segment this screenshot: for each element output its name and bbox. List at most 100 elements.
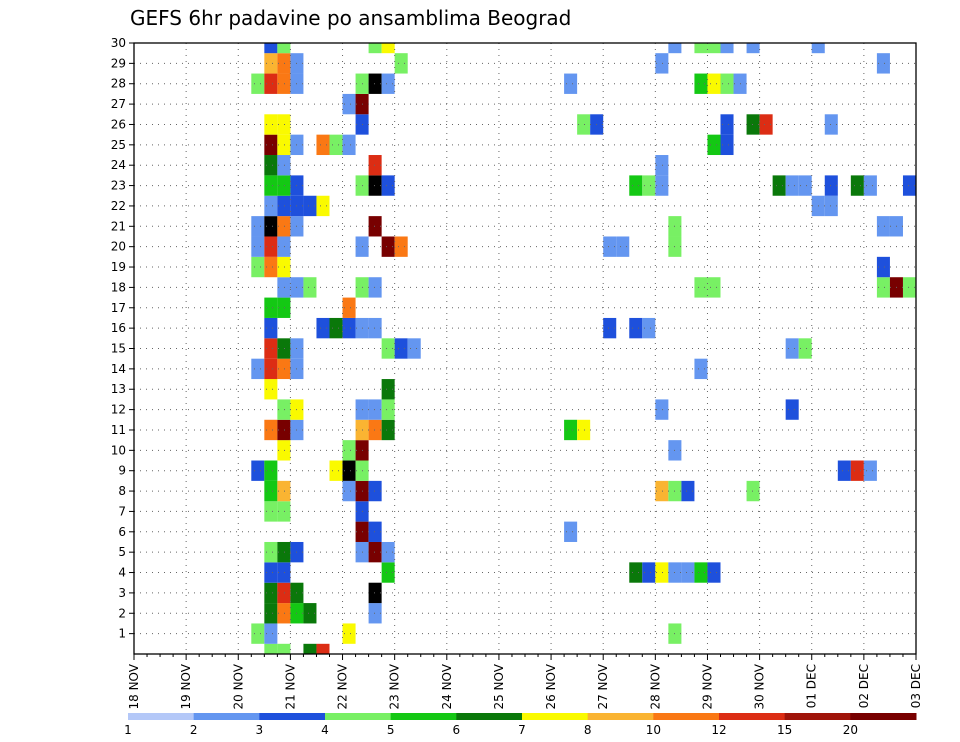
- heatmap-cell: [876, 277, 890, 298]
- heatmap-cell: [368, 43, 382, 54]
- y-tick-label: 3: [118, 586, 126, 600]
- heatmap-cell: [264, 256, 278, 278]
- heatmap-cell: [303, 603, 317, 624]
- x-tick-label: 30 NOV: [753, 663, 767, 709]
- heatmap-cell: [381, 338, 395, 359]
- heatmap-cell: [277, 562, 291, 583]
- heatmap-cell: [277, 134, 291, 156]
- heatmap-cell: [772, 175, 786, 196]
- heatmap-cell: [368, 603, 382, 624]
- colorbar-swatch: [850, 713, 917, 720]
- heatmap-cell: [655, 155, 669, 176]
- heatmap-cell: [342, 460, 356, 481]
- heatmap-cell: [837, 460, 851, 481]
- x-tick-label: 02 DEC: [857, 664, 871, 708]
- heatmap-cell: [616, 236, 630, 257]
- chart-title: GEFS 6hr padavine po ansamblima Beograd: [130, 6, 572, 30]
- y-tick-label: 19: [111, 260, 126, 274]
- heatmap-cell: [264, 175, 278, 196]
- heatmap-cell: [342, 134, 356, 156]
- heatmap-cell: [863, 460, 877, 481]
- heatmap-cell: [564, 521, 578, 542]
- colorbar-swatch: [522, 713, 589, 720]
- heatmap-cell: [381, 419, 395, 441]
- heatmap-cell: [277, 440, 291, 461]
- heatmap-cell: [720, 43, 734, 54]
- heatmap-cell: [342, 297, 356, 318]
- heatmap-cell: [277, 175, 291, 196]
- heatmap-cell: [642, 317, 656, 339]
- heatmap-cell: [381, 379, 395, 400]
- y-tick-label: 30: [111, 36, 126, 50]
- heatmap-cell: [264, 155, 278, 176]
- x-tick-label: 21 NOV: [283, 663, 297, 709]
- heatmap-cell: [251, 358, 265, 380]
- ensemble-cells: [251, 43, 916, 654]
- heatmap-cell: [277, 236, 291, 257]
- heatmap-cell: [707, 562, 721, 583]
- heatmap-cell: [264, 358, 278, 380]
- heatmap-cell: [264, 582, 278, 604]
- heatmap-cell: [876, 256, 890, 278]
- heatmap-cell: [603, 317, 617, 339]
- colorbar-label: 6: [453, 723, 461, 737]
- heatmap-cell: [303, 643, 317, 654]
- heatmap-cell: [642, 175, 656, 196]
- heatmap-cell: [277, 155, 291, 176]
- heatmap-cell: [342, 440, 356, 461]
- heatmap-cell: [264, 643, 278, 654]
- y-tick-label: 2: [118, 606, 126, 620]
- x-tick-label: 28 NOV: [648, 663, 662, 709]
- heatmap-cell: [368, 317, 382, 339]
- y-tick-label: 15: [111, 342, 126, 356]
- heatmap-cell: [694, 43, 708, 54]
- heatmap-cell: [251, 73, 265, 94]
- heatmap-cell: [277, 501, 291, 522]
- y-tick-label: 17: [111, 301, 126, 315]
- heatmap-cell: [603, 236, 617, 257]
- heatmap-cell: [277, 480, 291, 502]
- colorbar-label: 10: [646, 723, 661, 737]
- y-tick-label: 20: [111, 240, 126, 254]
- heatmap-cell: [368, 480, 382, 502]
- heatmap-cell: [811, 43, 825, 54]
- heatmap-cell: [277, 582, 291, 604]
- heatmap-cell: [824, 195, 838, 217]
- colorbar-label: 4: [321, 723, 329, 737]
- heatmap-cell: [655, 53, 669, 74]
- heatmap-cell: [746, 480, 760, 502]
- heatmap-cell: [381, 399, 395, 420]
- heatmap-cell: [277, 73, 291, 94]
- heatmap-cell: [264, 134, 278, 156]
- heatmap-cell: [277, 399, 291, 420]
- heatmap-cell: [902, 175, 916, 196]
- heatmap-cell: [368, 541, 382, 563]
- heatmap-cell: [720, 134, 734, 156]
- heatmap-cell: [642, 562, 656, 583]
- heatmap-cell: [577, 114, 591, 135]
- heatmap-cell: [264, 53, 278, 74]
- heatmap-cell: [394, 236, 408, 257]
- colorbar-label: 15: [777, 723, 792, 737]
- heatmap-cell: [264, 379, 278, 400]
- heatmap-cell: [876, 53, 890, 74]
- x-tick-label: 23 NOV: [388, 663, 402, 709]
- heatmap-cell: [264, 501, 278, 522]
- heatmap-cell: [381, 236, 395, 257]
- heatmap-cell: [277, 338, 291, 359]
- heatmap-cell: [655, 480, 669, 502]
- x-tick-label: 18 NOV: [127, 663, 141, 709]
- heatmap-cell: [368, 73, 382, 94]
- heatmap-cell: [785, 175, 799, 196]
- y-tick-label: 11: [111, 423, 126, 437]
- heatmap-cell: [342, 93, 356, 115]
- x-tick-label: 27 NOV: [596, 663, 610, 709]
- heatmap-cell: [277, 43, 291, 54]
- y-tick-label: 26: [111, 117, 126, 131]
- x-tick-label: 01 DEC: [805, 664, 819, 708]
- colorbar-swatch: [784, 713, 851, 720]
- heatmap-cell: [277, 277, 291, 298]
- heatmap-cell: [264, 195, 278, 217]
- heatmap-cell: [707, 277, 721, 298]
